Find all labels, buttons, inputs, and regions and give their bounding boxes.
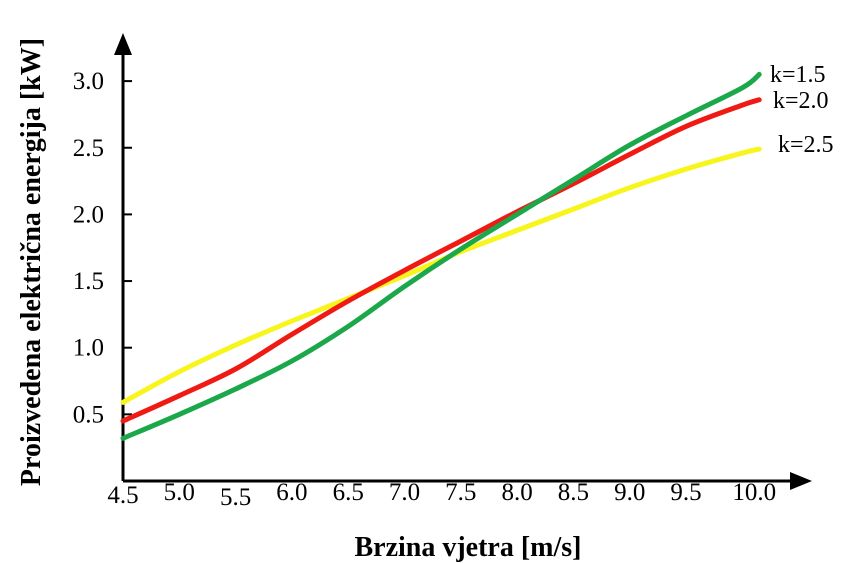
x-tick-label: 5.0 [164, 479, 195, 506]
y-tick-label: 2.5 [73, 135, 104, 162]
x-tick-label: 4.5 [107, 482, 138, 509]
x-tick-label: 6.0 [276, 479, 307, 506]
x-axis-arrow-icon [790, 472, 812, 490]
y-axis-ticks: 0.5 1.0 1.5 2.0 2.5 3.0 [73, 68, 132, 428]
y-axis-title: Proizvedena električna energija [kW] [16, 38, 47, 486]
y-tick-label: 3.0 [73, 68, 104, 95]
axes [114, 33, 812, 490]
series-label-1: k=1.5 [770, 62, 826, 88]
series-lines [120, 71, 762, 441]
series-labels: k=1.5k=2.0 k=2.5 [770, 62, 834, 158]
y-axis-arrow-icon [114, 33, 132, 55]
x-axis-title: Brzina vjetra [m/s] [354, 532, 581, 563]
series-line-2 [120, 97, 762, 424]
x-tick-label: 10.0 [732, 479, 776, 506]
y-tick-label: 1.0 [73, 335, 104, 362]
x-tick-label: 7.0 [389, 479, 420, 506]
x-tick-label: 5.5 [220, 484, 251, 511]
y-tick-label: 2.0 [73, 201, 104, 228]
x-tick-label: 8.0 [501, 479, 532, 506]
series-line-1 [120, 71, 762, 441]
x-tick-label: 7.5 [445, 479, 476, 506]
x-tick-label: 6.5 [333, 479, 364, 506]
x-tick-label: 9.0 [614, 479, 645, 506]
series-line-3 [120, 146, 762, 405]
x-axis-ticks: 4.5 5.0 5.5 6.0 6.5 7.0 7.5 8.0 8.5 9.0 9.5 10.0 [107, 479, 776, 511]
y-tick-label: 1.5 [73, 268, 104, 295]
y-tick-label: 0.5 [73, 401, 104, 428]
x-tick-label: 8.5 [558, 479, 589, 506]
series-label-3: k=2.5 [778, 132, 834, 158]
series-label-2: k=2.0 [773, 88, 829, 114]
x-tick-label: 9.5 [670, 479, 701, 506]
